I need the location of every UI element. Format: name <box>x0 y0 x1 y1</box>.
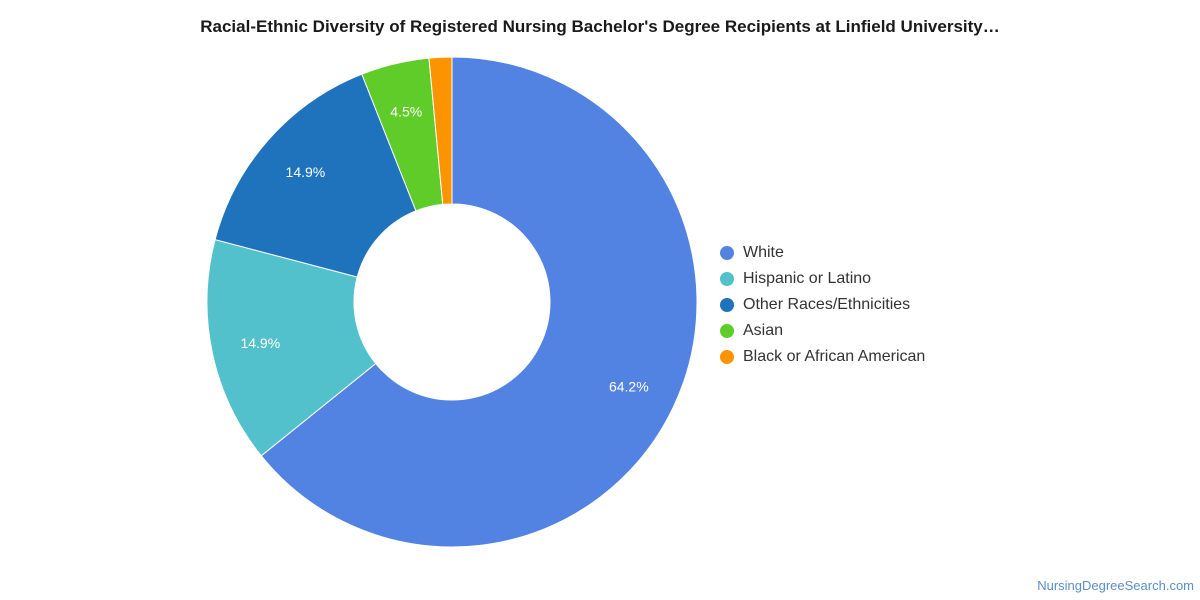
data-label-other-races-ethnicities: 14.9% <box>286 164 326 180</box>
legend-label: Black or African American <box>743 348 926 365</box>
data-label-asian: 4.5% <box>390 103 422 119</box>
legend-swatch <box>720 350 734 364</box>
legend-item-other-races-ethnicities[interactable]: Other Races/Ethnicities <box>720 292 925 318</box>
legend: White Hispanic or Latino Other Races/Ethni… <box>720 240 925 370</box>
slice-other-races-ethnicities[interactable] <box>214 73 417 278</box>
chart-title: Racial-Ethnic Diversity of Registered Nu… <box>200 17 1000 36</box>
legend-label: Asian <box>743 322 784 339</box>
slice-black-or-african-american[interactable] <box>428 56 453 205</box>
legend-label: Hispanic or Latino <box>743 270 872 287</box>
legend-item-asian[interactable]: Asian <box>720 318 925 344</box>
legend-item-white[interactable]: White <box>720 240 925 266</box>
data-label-hispanic-or-latino: 14.9% <box>240 335 280 351</box>
legend-swatch <box>720 298 734 312</box>
data-label-white: 64.2% <box>609 379 649 395</box>
legend-item-hispanic-or-latino[interactable]: Hispanic or Latino <box>720 266 925 292</box>
legend-swatch <box>720 246 734 260</box>
legend-swatch <box>720 324 734 338</box>
legend-label: Other Races/Ethnicities <box>743 296 911 313</box>
slice-hispanic-or-latino[interactable] <box>206 238 377 457</box>
source-credit[interactable]: NursingDegreeSearch.com <box>1037 578 1194 593</box>
legend-label: White <box>743 244 784 261</box>
slice-white[interactable] <box>260 56 698 548</box>
legend-item-black-or-african-american[interactable]: Black or African American <box>720 344 925 370</box>
legend-swatch <box>720 272 734 286</box>
